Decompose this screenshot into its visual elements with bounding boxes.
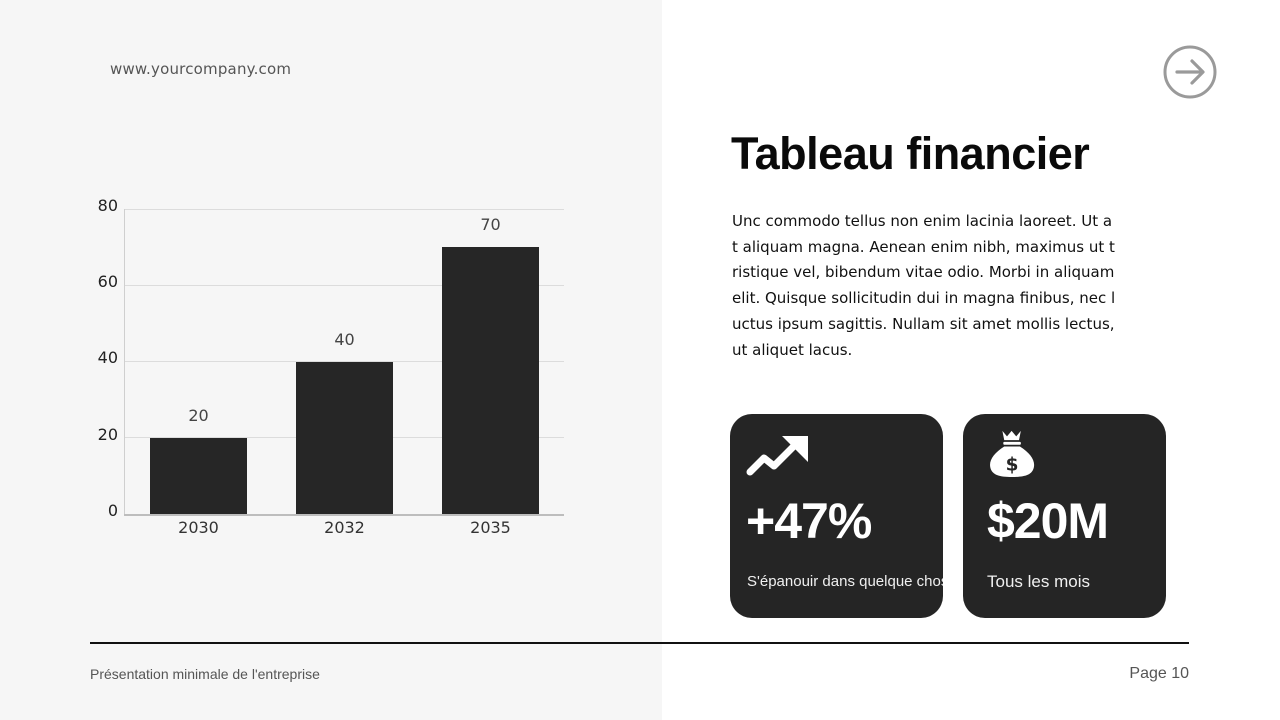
stat-card-growth: +47% S'épanouir dans quelque chose [730,414,943,618]
bar-2030 [150,438,247,514]
bar-value-label: 20 [188,406,209,425]
x-tick-label: 2030 [178,518,219,537]
stat-caption: S'épanouir dans quelque chose [747,573,943,590]
footer-presentation-name: Présentation minimale de l'entreprise [90,666,320,682]
bar-2035 [442,247,539,514]
trending-up-icon [746,436,808,476]
y-tick-label: 0 [107,501,118,520]
bar-2032 [296,362,393,514]
y-tick-label: 20 [97,425,118,444]
company-website: www.yourcompany.com [110,60,292,78]
next-slide-button[interactable] [1163,45,1217,99]
svg-text:$: $ [1006,455,1019,476]
money-bag-icon: $ [990,430,1035,477]
x-tick-label: 2032 [324,518,365,537]
y-tick-label: 60 [97,272,118,291]
arrow-right-circle-icon [1163,45,1217,99]
left-panel [0,0,662,720]
y-tick-label: 40 [97,348,118,367]
bar-value-label: 40 [334,330,355,349]
x-axis [124,514,564,516]
stat-value: +47% [746,493,872,549]
body-paragraph: Unc commodo tellus non enim lacinia laor… [732,212,1116,359]
gridline-80 [125,209,564,210]
bar-value-label: 70 [480,215,501,234]
page-number: Page 10 [1129,665,1189,682]
slide-title: Tableau financier [731,128,1090,179]
footer-divider [90,642,1189,644]
stat-card-revenue: $ $20M Tous les mois [963,414,1166,618]
x-tick-label: 2035 [470,518,511,537]
gridline-40 [125,361,564,362]
y-tick-label: 80 [97,196,118,215]
stat-value: $20M [987,493,1109,549]
bar-chart: 80 60 40 20 0 20 40 70 2030 2032 2035 [97,196,564,537]
gridline-60 [125,285,564,286]
stat-caption: Tous les mois [987,572,1090,591]
y-axis [124,209,125,515]
